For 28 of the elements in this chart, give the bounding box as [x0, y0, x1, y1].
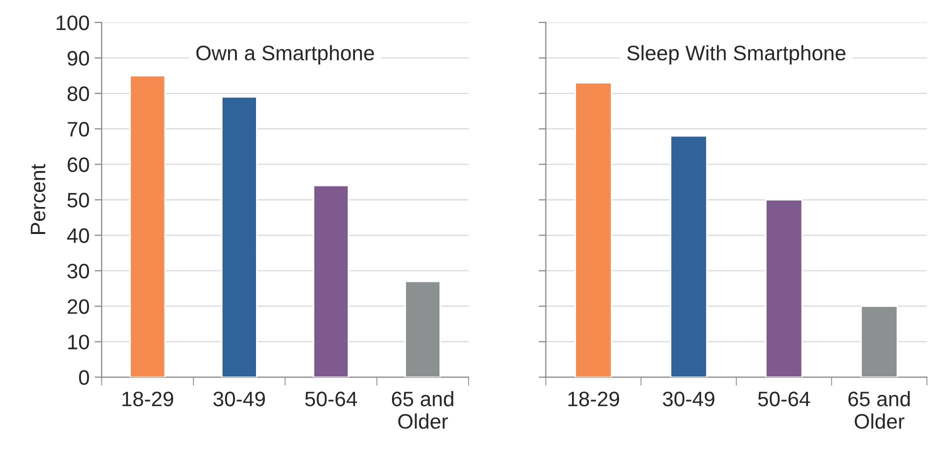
x-tick-label: 65 and Older	[848, 391, 910, 429]
y-tick-label: 30	[67, 264, 90, 278]
y-tick-label: 50	[67, 192, 90, 208]
text: Own a Smartphone	[196, 45, 374, 65]
y-tick-label: 90	[68, 50, 90, 66]
x-tick-label: 18-29	[122, 392, 174, 406]
x-tick-label: 50-64	[758, 392, 810, 406]
y-tick-label: 60	[68, 157, 90, 172]
y-axis-title: Percent	[30, 164, 46, 234]
bar	[129, 74, 166, 378]
y-tick-label: 0	[79, 370, 90, 385]
y-tick-label: 10	[68, 334, 90, 350]
x-tick-label: 30-49	[662, 392, 714, 406]
y-tick-label: 20	[68, 299, 90, 314]
bar	[670, 135, 708, 378]
x-tick-label: 50-64	[305, 392, 358, 406]
x-tick-label: 65 and Older	[392, 391, 454, 429]
bar	[221, 96, 258, 378]
y-tick-label: 70	[68, 122, 90, 137]
y-tick-label: 100	[56, 15, 90, 30]
bar	[312, 184, 350, 378]
y-tick-label: 40	[67, 228, 90, 244]
text: Sleep With Smartphone	[627, 45, 846, 65]
x-tick-label: 18-29	[568, 392, 620, 406]
x-tick-label: 30-49	[213, 392, 265, 406]
bar	[765, 199, 803, 378]
bar	[574, 82, 612, 378]
y-tick-label: 80	[68, 86, 90, 102]
